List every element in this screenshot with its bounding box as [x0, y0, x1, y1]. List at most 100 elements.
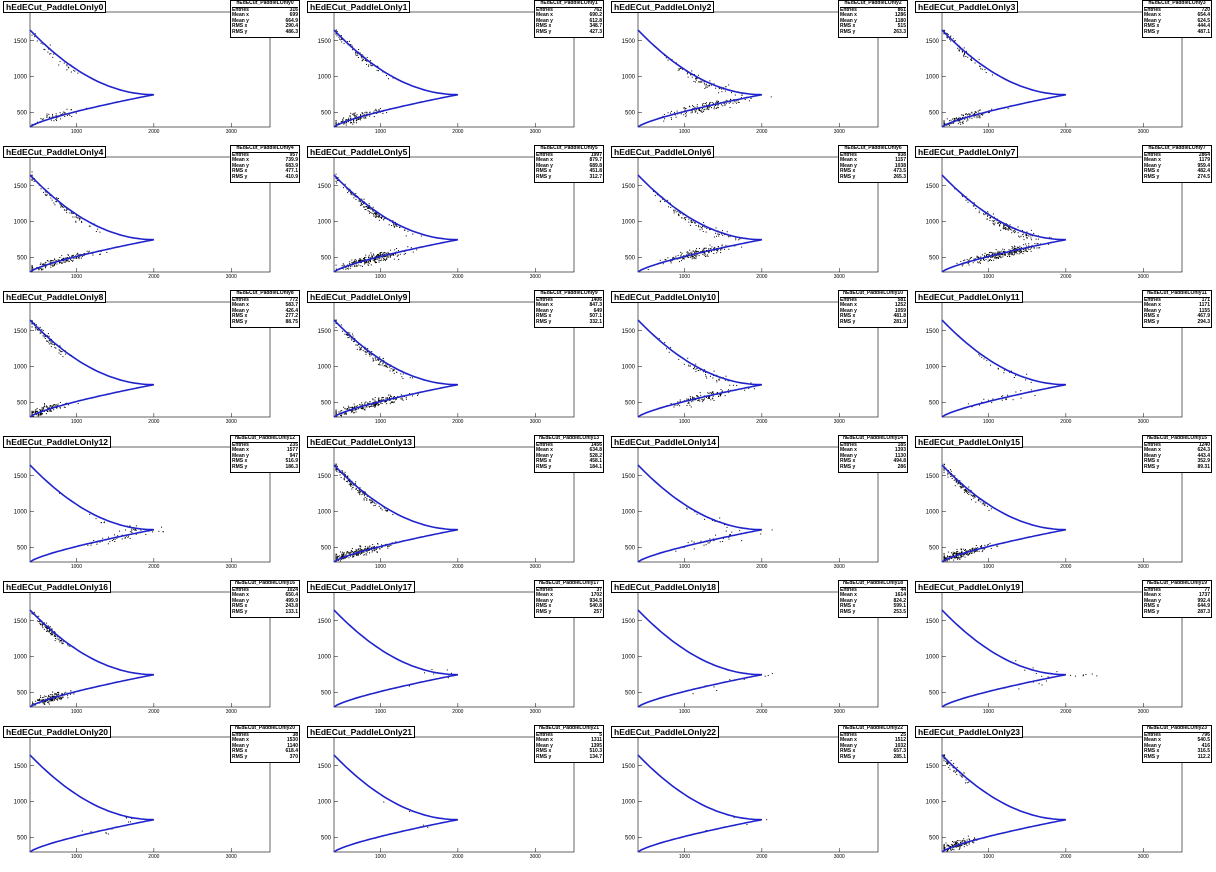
data-point [715, 534, 717, 536]
data-point [381, 399, 383, 401]
data-point [41, 409, 43, 411]
data-point [983, 358, 985, 360]
data-point [359, 404, 361, 406]
lower-cut-curve [941, 383, 1067, 418]
data-point [679, 399, 681, 401]
data-point [79, 218, 81, 220]
data-point [352, 193, 354, 195]
data-point [753, 388, 755, 390]
data-point [351, 49, 353, 51]
histogram-pad: 1000 2000 3000 500 1000 1500 hEdECut_PaddleLOn… [912, 580, 1216, 725]
data-point [690, 222, 692, 224]
data-point [691, 251, 693, 253]
data-point [699, 369, 701, 371]
data-point [956, 262, 958, 264]
x-tick-label: 2000 [148, 129, 159, 135]
data-point [50, 264, 52, 266]
data-point [969, 549, 971, 551]
data-point [380, 507, 382, 509]
data-point [989, 220, 991, 222]
data-point [362, 113, 364, 115]
data-point [720, 249, 722, 251]
data-point [989, 260, 991, 262]
data-point [1027, 235, 1029, 237]
data-point [51, 116, 53, 118]
data-point [738, 101, 740, 103]
data-point [342, 554, 344, 556]
data-point [45, 698, 47, 700]
data-point [43, 406, 45, 408]
data-point [955, 554, 957, 556]
data-point [365, 256, 367, 258]
data-point [348, 551, 350, 553]
data-point [134, 529, 136, 531]
data-point [386, 366, 388, 368]
data-point [361, 404, 363, 406]
data-point [707, 254, 709, 256]
data-point [53, 260, 55, 262]
data-point [748, 100, 750, 102]
data-point [708, 251, 710, 253]
data-point [357, 118, 359, 120]
data-point [38, 329, 40, 331]
data-point [363, 498, 365, 500]
data-point [382, 362, 384, 364]
stats-value: 499.9 [285, 597, 298, 604]
data-point [976, 550, 978, 552]
histogram-pad: 1000 2000 3000 500 1000 1500 hEdECut_PaddleLOn… [0, 0, 304, 145]
data-point [997, 252, 999, 254]
data-point [696, 109, 698, 111]
data-point [706, 397, 708, 399]
data-point [963, 549, 965, 551]
stats-row: Mean y 1180 [840, 18, 906, 25]
data-point [978, 210, 980, 212]
data-point [405, 397, 407, 399]
data-point [717, 104, 719, 106]
data-point [355, 405, 357, 407]
data-point [726, 526, 728, 528]
data-point [967, 550, 969, 552]
stats-value: 410.9 [285, 173, 298, 180]
data-point [974, 838, 976, 840]
data-point [983, 259, 985, 261]
data-point [965, 490, 967, 492]
data-point [355, 344, 357, 346]
histogram-title: hEdECut_PaddleLOnly17 [307, 581, 416, 593]
stats-label: Entries [232, 586, 249, 593]
data-point [107, 833, 109, 835]
data-point [360, 265, 362, 267]
data-point [360, 114, 362, 116]
stats-box-name: hEdECut_PaddleLOnly8 [232, 291, 298, 298]
data-point [390, 368, 392, 370]
stats-row: RMS x 644.9 [1144, 604, 1210, 610]
x-tick-label: 1000 [375, 274, 386, 280]
stats-row: RMS y 487.1 [1144, 29, 1210, 36]
data-point [1009, 252, 1011, 254]
data-point [344, 476, 346, 478]
data-point [959, 557, 961, 559]
data-point [35, 409, 37, 411]
data-point [690, 397, 692, 399]
data-point [364, 351, 366, 353]
x-tick-label: 2000 [452, 419, 463, 425]
data-point [52, 406, 54, 408]
data-point [705, 102, 707, 104]
stats-label: RMS x [1144, 603, 1160, 610]
data-point [687, 251, 689, 253]
data-point [978, 404, 980, 406]
stats-row: RMS y 89.31 [1144, 464, 1210, 471]
data-point [952, 118, 954, 120]
data-point [979, 259, 981, 261]
data-point [374, 405, 376, 407]
data-point [391, 542, 393, 544]
data-point [368, 210, 370, 212]
data-point [946, 118, 948, 120]
data-point [349, 263, 351, 265]
data-point [960, 260, 962, 262]
data-point [343, 553, 345, 555]
data-point [1006, 228, 1008, 230]
data-point [61, 643, 63, 645]
data-point [47, 701, 49, 703]
data-point [979, 117, 981, 119]
